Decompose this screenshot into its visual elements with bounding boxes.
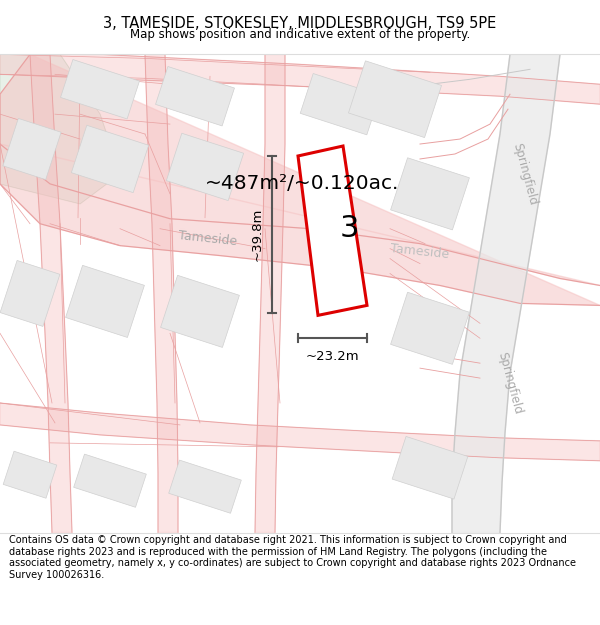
Polygon shape <box>155 66 235 126</box>
Polygon shape <box>0 54 600 104</box>
Polygon shape <box>65 266 145 338</box>
Text: Contains OS data © Crown copyright and database right 2021. This information is : Contains OS data © Crown copyright and d… <box>9 535 576 580</box>
Polygon shape <box>0 54 600 306</box>
Polygon shape <box>0 54 120 204</box>
Text: Map shows position and indicative extent of the property.: Map shows position and indicative extent… <box>130 28 470 41</box>
Polygon shape <box>166 133 244 201</box>
Polygon shape <box>74 454 146 508</box>
Polygon shape <box>452 54 560 532</box>
Polygon shape <box>161 275 239 348</box>
Polygon shape <box>392 436 468 499</box>
Text: ~39.8m: ~39.8m <box>251 208 264 261</box>
Polygon shape <box>0 403 600 461</box>
Polygon shape <box>0 261 60 326</box>
Text: Tameside: Tameside <box>390 242 450 261</box>
Polygon shape <box>71 125 149 192</box>
Text: 3: 3 <box>340 214 359 243</box>
Text: Springfield: Springfield <box>496 351 524 416</box>
Polygon shape <box>145 54 178 532</box>
Polygon shape <box>3 451 57 498</box>
Text: Springfield: Springfield <box>511 141 539 206</box>
Polygon shape <box>349 61 442 138</box>
Polygon shape <box>391 292 469 364</box>
Polygon shape <box>255 54 285 532</box>
Polygon shape <box>169 460 241 513</box>
Text: 3, TAMESIDE, STOKESLEY, MIDDLESBROUGH, TS9 5PE: 3, TAMESIDE, STOKESLEY, MIDDLESBROUGH, T… <box>103 16 497 31</box>
Polygon shape <box>3 118 61 179</box>
Polygon shape <box>30 54 72 532</box>
Polygon shape <box>391 158 469 230</box>
Polygon shape <box>300 74 380 135</box>
Text: ~23.2m: ~23.2m <box>305 350 359 363</box>
Text: Tameside: Tameside <box>178 229 238 248</box>
Polygon shape <box>61 59 139 119</box>
Text: ~487m²/~0.120ac.: ~487m²/~0.120ac. <box>205 174 400 193</box>
Polygon shape <box>298 146 367 316</box>
